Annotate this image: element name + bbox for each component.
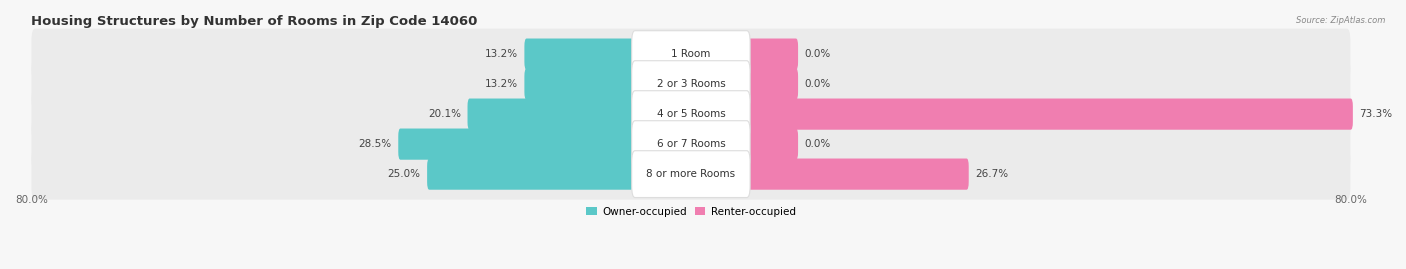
FancyBboxPatch shape xyxy=(631,121,751,168)
Text: 25.0%: 25.0% xyxy=(388,169,420,179)
Text: 8 or more Rooms: 8 or more Rooms xyxy=(647,169,735,179)
Text: Housing Structures by Number of Rooms in Zip Code 14060: Housing Structures by Number of Rooms in… xyxy=(31,15,478,28)
FancyBboxPatch shape xyxy=(398,129,633,160)
FancyBboxPatch shape xyxy=(524,38,633,70)
FancyBboxPatch shape xyxy=(31,119,1350,170)
Legend: Owner-occupied, Renter-occupied: Owner-occupied, Renter-occupied xyxy=(582,203,800,221)
FancyBboxPatch shape xyxy=(748,38,799,70)
Text: 4 or 5 Rooms: 4 or 5 Rooms xyxy=(657,109,725,119)
FancyBboxPatch shape xyxy=(748,158,969,190)
Text: Source: ZipAtlas.com: Source: ZipAtlas.com xyxy=(1295,16,1385,25)
Text: 28.5%: 28.5% xyxy=(359,139,392,149)
Text: 0.0%: 0.0% xyxy=(804,79,831,89)
Text: 13.2%: 13.2% xyxy=(485,49,517,59)
FancyBboxPatch shape xyxy=(31,89,1350,140)
FancyBboxPatch shape xyxy=(524,69,633,100)
Text: 0.0%: 0.0% xyxy=(804,49,831,59)
FancyBboxPatch shape xyxy=(468,98,633,130)
FancyBboxPatch shape xyxy=(31,148,1350,200)
Text: 73.3%: 73.3% xyxy=(1360,109,1392,119)
FancyBboxPatch shape xyxy=(31,59,1350,109)
FancyBboxPatch shape xyxy=(748,69,799,100)
Text: 0.0%: 0.0% xyxy=(804,139,831,149)
Text: 26.7%: 26.7% xyxy=(976,169,1008,179)
FancyBboxPatch shape xyxy=(631,151,751,197)
FancyBboxPatch shape xyxy=(748,129,799,160)
FancyBboxPatch shape xyxy=(631,61,751,108)
FancyBboxPatch shape xyxy=(631,31,751,77)
FancyBboxPatch shape xyxy=(631,91,751,137)
FancyBboxPatch shape xyxy=(748,98,1353,130)
Text: 13.2%: 13.2% xyxy=(485,79,517,89)
FancyBboxPatch shape xyxy=(427,158,633,190)
Text: 2 or 3 Rooms: 2 or 3 Rooms xyxy=(657,79,725,89)
Text: 20.1%: 20.1% xyxy=(427,109,461,119)
Text: 6 or 7 Rooms: 6 or 7 Rooms xyxy=(657,139,725,149)
Text: 1 Room: 1 Room xyxy=(671,49,710,59)
FancyBboxPatch shape xyxy=(31,29,1350,80)
